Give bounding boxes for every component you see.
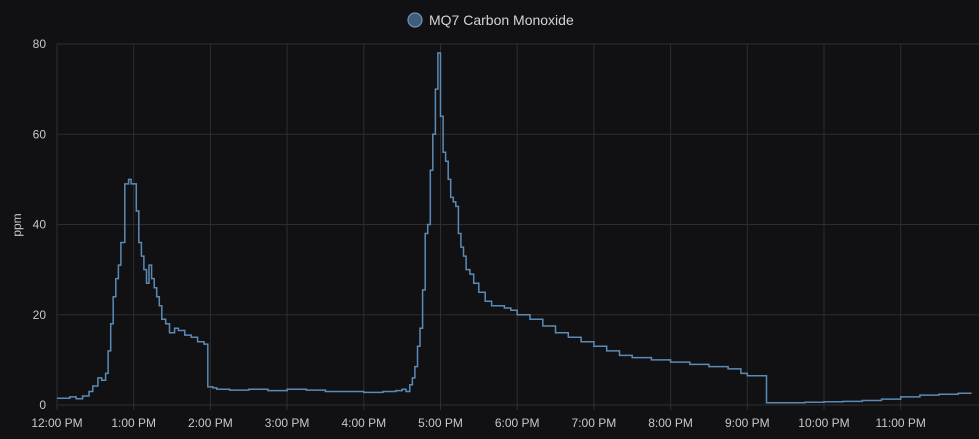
- y-tick-label: 80: [33, 37, 47, 51]
- x-tick-label: 10:00 PM: [798, 416, 849, 430]
- x-tick-label: 12:00 PM: [31, 416, 82, 430]
- x-tick-label: 6:00 PM: [495, 416, 540, 430]
- legend[interactable]: MQ7 Carbon Monoxide: [407, 12, 574, 28]
- legend-swatch[interactable]: [407, 12, 423, 28]
- x-tick-label: 5:00 PM: [418, 416, 463, 430]
- y-axis-ticks: 0 20 40 60 80: [33, 37, 47, 412]
- legend-label[interactable]: MQ7 Carbon Monoxide: [429, 12, 574, 28]
- x-tick-label: 11:00 PM: [875, 416, 925, 430]
- x-tick-label: 4:00 PM: [341, 416, 386, 430]
- x-tick-label: 9:00 PM: [725, 416, 770, 430]
- series-line-mq7-carbon-monoxide: [57, 52, 972, 404]
- y-axis-label: ppm: [10, 213, 24, 236]
- y-tick-label: 40: [33, 218, 47, 232]
- series-layer: [57, 52, 972, 404]
- y-tick-label: 0: [39, 398, 46, 412]
- x-tick-label: 8:00 PM: [648, 416, 693, 430]
- x-tick-label: 2:00 PM: [188, 416, 233, 430]
- y-tick-label: 60: [33, 127, 47, 141]
- x-tick-label: 1:00 PM: [111, 416, 156, 430]
- x-tick-label: 7:00 PM: [572, 416, 617, 430]
- x-tick-label: 3:00 PM: [265, 416, 310, 430]
- x-axis-ticks: 12:00 PM 1:00 PM 2:00 PM 3:00 PM 4:00 PM 5:00…: [31, 416, 926, 430]
- y-tick-label: 20: [33, 308, 47, 322]
